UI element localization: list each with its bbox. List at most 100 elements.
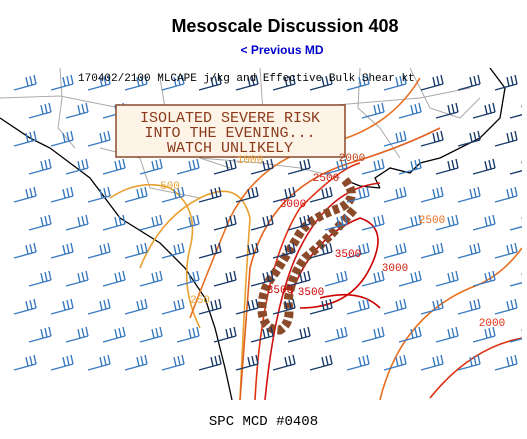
barb-stroke	[455, 270, 459, 281]
contour-label: 500	[160, 181, 180, 193]
barb-stroke	[488, 159, 492, 170]
barb-stroke	[81, 215, 85, 226]
barb-stroke	[266, 271, 270, 282]
barb-stroke	[25, 357, 29, 367]
barb-stroke	[366, 354, 370, 365]
barb-stroke	[122, 270, 126, 281]
barb-stroke	[81, 327, 85, 338]
barb-stroke	[469, 189, 473, 199]
barb-stroke	[70, 130, 74, 141]
barb-stroke	[229, 215, 233, 226]
barb-stroke	[25, 189, 29, 199]
barb-stroke	[247, 77, 251, 87]
barb-stroke	[40, 161, 44, 171]
barb-stroke	[188, 161, 192, 171]
barb-stroke	[451, 103, 455, 114]
footer: SPC MCD #0408	[208, 414, 319, 430]
barb-stroke	[432, 133, 436, 143]
barb-stroke	[432, 357, 436, 367]
barb-stroke	[432, 77, 436, 87]
barb-stroke	[107, 298, 111, 309]
barb-stroke	[99, 245, 103, 255]
barb-stroke	[410, 273, 414, 283]
barb-stroke	[336, 217, 340, 227]
barb-stroke	[284, 77, 288, 87]
contour-label: 3500	[298, 287, 324, 299]
barb-stroke	[25, 77, 29, 87]
barb-stroke	[436, 131, 440, 142]
barb-stroke	[62, 189, 66, 199]
barb-stroke	[514, 130, 518, 141]
barb-stroke	[344, 158, 348, 169]
barb-stroke	[477, 74, 481, 85]
barb-stroke	[399, 75, 403, 86]
barb-stroke	[262, 217, 266, 227]
barb-stroke	[62, 77, 66, 87]
barb-stroke	[414, 103, 418, 114]
barb-stroke	[136, 77, 140, 87]
barb-stroke	[403, 186, 407, 197]
barb-stroke	[488, 327, 492, 338]
barb-stroke	[403, 354, 407, 365]
barb-stroke	[432, 245, 436, 255]
barb-stroke	[299, 273, 303, 283]
barb-stroke	[118, 271, 122, 282]
barb-stroke	[362, 75, 366, 86]
barb-stroke	[414, 215, 418, 226]
barb-stroke	[188, 217, 192, 227]
barb-stroke	[181, 354, 185, 365]
barb-stroke	[229, 159, 233, 170]
barb-stroke	[418, 326, 422, 337]
barb-stroke	[81, 103, 85, 114]
barb-stroke	[506, 357, 510, 367]
barb-stroke	[233, 214, 237, 225]
barb-stroke	[255, 242, 259, 253]
annotation-line: WATCH UNLIKELY	[167, 140, 293, 157]
barb-stroke	[62, 301, 66, 311]
barb-stroke	[77, 105, 81, 115]
barb-stroke	[366, 242, 370, 253]
barb-stroke	[358, 189, 362, 199]
barb-stroke	[218, 74, 222, 85]
barb-stroke	[196, 214, 200, 225]
barb-stroke	[469, 245, 473, 255]
barb-stroke	[214, 243, 218, 254]
barb-stroke	[62, 245, 66, 255]
barb-stroke	[155, 159, 159, 170]
barb-stroke	[410, 105, 414, 115]
barb-stroke	[33, 130, 37, 141]
barb-stroke	[447, 329, 451, 339]
barb-stroke	[288, 187, 292, 198]
barb-stroke	[373, 161, 377, 171]
barb-stroke	[395, 245, 399, 255]
barb-stroke	[225, 217, 229, 227]
barb-stroke	[114, 273, 118, 283]
previous-md-link[interactable]: < Previous MD	[240, 43, 324, 57]
barb-stroke	[144, 74, 148, 85]
barb-stroke	[181, 186, 185, 197]
barb-stroke	[336, 161, 340, 171]
barb-stroke	[107, 354, 111, 365]
barb-stroke	[262, 273, 266, 283]
barb-stroke	[455, 214, 459, 225]
barb-stroke	[70, 74, 74, 85]
barb-stroke	[25, 245, 29, 255]
barb-stroke	[103, 355, 107, 366]
barb-stroke	[477, 186, 481, 197]
barb-stroke	[403, 242, 407, 253]
barb-stroke	[366, 74, 370, 85]
barb-stroke	[103, 131, 107, 142]
barb-stroke	[455, 102, 459, 113]
barb-stroke	[292, 74, 296, 85]
barb-stroke	[436, 75, 440, 86]
barb-stroke	[192, 271, 196, 282]
barb-stroke	[373, 105, 377, 115]
barb-stroke	[103, 243, 107, 254]
barb-stroke	[455, 158, 459, 169]
barb-stroke	[192, 215, 196, 226]
barb-stroke	[340, 215, 344, 226]
barb-stroke	[122, 214, 126, 225]
barb-stroke	[144, 242, 148, 253]
barb-stroke	[325, 243, 329, 254]
barb-stroke	[255, 186, 259, 197]
